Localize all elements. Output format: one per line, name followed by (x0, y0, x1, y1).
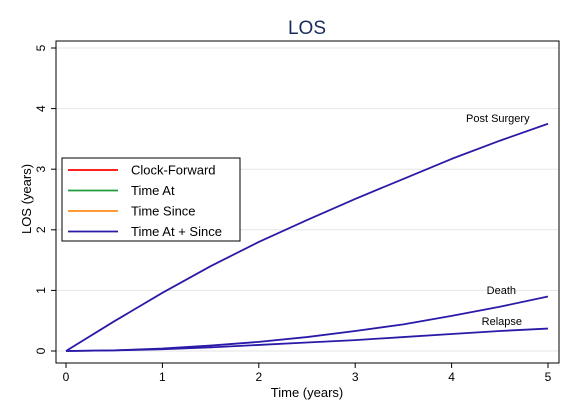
y-tick-label: 5 (34, 44, 48, 51)
annotation-death: Death (487, 285, 516, 297)
annotations: Post Surgery Death Relapse (466, 113, 530, 328)
y-tick-label: 3 (34, 166, 48, 173)
x-tick-label: 2 (255, 370, 262, 384)
legend-label: Time At (131, 183, 175, 198)
axes: 0 1 2 3 4 5 0 1 2 3 4 5 (34, 44, 552, 384)
series-lines (65, 122, 549, 352)
x-tick-label: 0 (63, 370, 70, 384)
legend-label: Clock-Forward (131, 163, 216, 178)
y-tick-label: 0 (34, 347, 48, 354)
y-tick-label: 4 (34, 105, 48, 112)
x-axis-title: Time (years) (271, 385, 343, 400)
annotation-post-surgery: Post Surgery (466, 113, 530, 125)
y-tick-label: 1 (34, 287, 48, 294)
legend-box (61, 157, 241, 242)
x-tick-label: 1 (159, 370, 166, 384)
series-line-post-surgery (65, 122, 549, 352)
legend: Clock-Forward Time At Time Since Time At + … (61, 157, 241, 242)
legend-label: Time At + Since (131, 224, 222, 239)
y-axis-title: LOS (years) (19, 164, 34, 234)
legend-label: Time Since (131, 204, 196, 219)
plot-frame (55, 40, 560, 364)
series-line-relapse (65, 327, 549, 352)
x-tick-label: 3 (352, 370, 359, 384)
x-tick-label: 4 (448, 370, 455, 384)
chart-title: LOS (288, 18, 326, 39)
y-tick-label: 2 (34, 226, 48, 233)
x-tick-label: 5 (545, 370, 552, 384)
annotation-relapse: Relapse (482, 316, 522, 328)
